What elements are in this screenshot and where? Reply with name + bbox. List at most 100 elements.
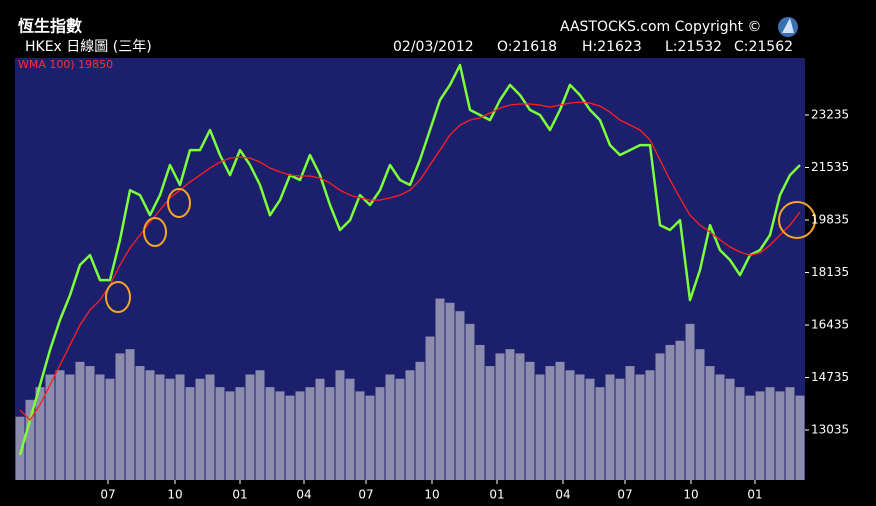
volume-bar (365, 395, 375, 480)
volume-bar (165, 378, 175, 480)
volume-bar (675, 340, 685, 480)
volume-bar (555, 361, 565, 480)
volume-bar (295, 391, 305, 480)
volume-bar (415, 361, 425, 480)
volume-bar (385, 374, 395, 480)
volume-bar (185, 387, 195, 480)
volume-bar (245, 374, 255, 480)
x-tick-label: 07 (617, 488, 632, 502)
close: C:21562 (734, 39, 793, 55)
volume-bar (455, 311, 465, 480)
volume-bar (425, 336, 435, 480)
volume-bar (85, 366, 95, 480)
volume-bar (195, 378, 205, 480)
volume-bar (535, 374, 545, 480)
x-tick-label: 10 (167, 488, 182, 502)
volume-bar (55, 370, 65, 480)
volume-bar (355, 391, 365, 480)
y-tick-label: 23235 (811, 108, 849, 122)
volume-bar (15, 416, 25, 480)
volume-bar (65, 374, 75, 480)
volume-bar (155, 374, 165, 480)
marks (15, 63, 805, 480)
wma-label: WMA 100) 19850 (18, 58, 113, 71)
copyright: AASTOCKS.com Copyright © (560, 19, 762, 35)
volume-bar (565, 370, 575, 480)
volume-bar (145, 370, 155, 480)
volume-bar (315, 378, 325, 480)
volume-bar (265, 387, 275, 480)
x-tick-label: 07 (358, 488, 373, 502)
volume-bar (615, 378, 625, 480)
volume-bar (665, 344, 675, 480)
volume-bar (225, 391, 235, 480)
volume-bar (495, 353, 505, 480)
volume-bar (575, 374, 585, 480)
x-tick-label: 07 (100, 488, 115, 502)
x-tick-label: 04 (296, 488, 311, 502)
y-tick-label: 21535 (811, 160, 849, 174)
volume-bar (655, 353, 665, 480)
price-line (18, 63, 801, 456)
volume-bar (205, 374, 215, 480)
volume-bar (715, 374, 725, 480)
volume-bar (125, 349, 135, 480)
volume-bar (475, 344, 485, 480)
volume-bar (215, 387, 225, 480)
volume-bar (605, 374, 615, 480)
volume-bar (625, 366, 635, 480)
volume-bar (545, 366, 555, 480)
volume-bar (75, 361, 85, 480)
y-tick-label: 19835 (811, 213, 849, 227)
volume-bar (395, 378, 405, 480)
y-tick-label: 14735 (811, 370, 849, 384)
volume-bar (445, 302, 455, 480)
date: 02/03/2012 (393, 39, 474, 55)
volume-bar (335, 370, 345, 480)
subtitle: HKEx 日線圖 (三年) (25, 39, 152, 55)
volume-bar (95, 374, 105, 480)
volume-bar (795, 395, 805, 480)
volume-bar (115, 353, 125, 480)
volume-bar (485, 366, 495, 480)
volume-bar (375, 387, 385, 480)
x-tick-label: 01 (232, 488, 247, 502)
wma-line (19, 101, 801, 421)
volume-bar (725, 378, 735, 480)
volume-bar (525, 361, 535, 480)
volume-bar (305, 387, 315, 480)
volume-bar (705, 366, 715, 480)
low: L:21532 (665, 39, 722, 55)
volume-bar (735, 387, 745, 480)
y-tick-label: 18135 (811, 265, 849, 279)
open: O:21618 (497, 39, 557, 55)
volume-bar (45, 374, 55, 480)
volume-bar (515, 353, 525, 480)
volume-bar (685, 323, 695, 480)
volume-bar (175, 374, 185, 480)
volume-bar (465, 323, 475, 480)
volume-bar (435, 298, 445, 480)
volume-bar (345, 378, 355, 480)
volume-bar (285, 395, 295, 480)
x-tick-label: 01 (489, 488, 504, 502)
volume-bar (745, 395, 755, 480)
y-tick-label: 13035 (811, 423, 849, 437)
high: H:21623 (582, 39, 642, 55)
volume-bar (505, 349, 515, 480)
volume-bar (585, 378, 595, 480)
volume-bar (775, 391, 785, 480)
volume-bar (135, 366, 145, 480)
volume-bar (595, 387, 605, 480)
volume-bar (785, 387, 795, 480)
volume-bar (645, 370, 655, 480)
x-tick-label: 01 (747, 488, 762, 502)
volume-bar (235, 387, 245, 480)
volume-bar (765, 387, 775, 480)
chart-title: 恆生指數 (17, 17, 82, 36)
volume-bar (255, 370, 265, 480)
volume-bar (635, 374, 645, 480)
volume-bar (105, 378, 115, 480)
volume-bar (325, 387, 335, 480)
